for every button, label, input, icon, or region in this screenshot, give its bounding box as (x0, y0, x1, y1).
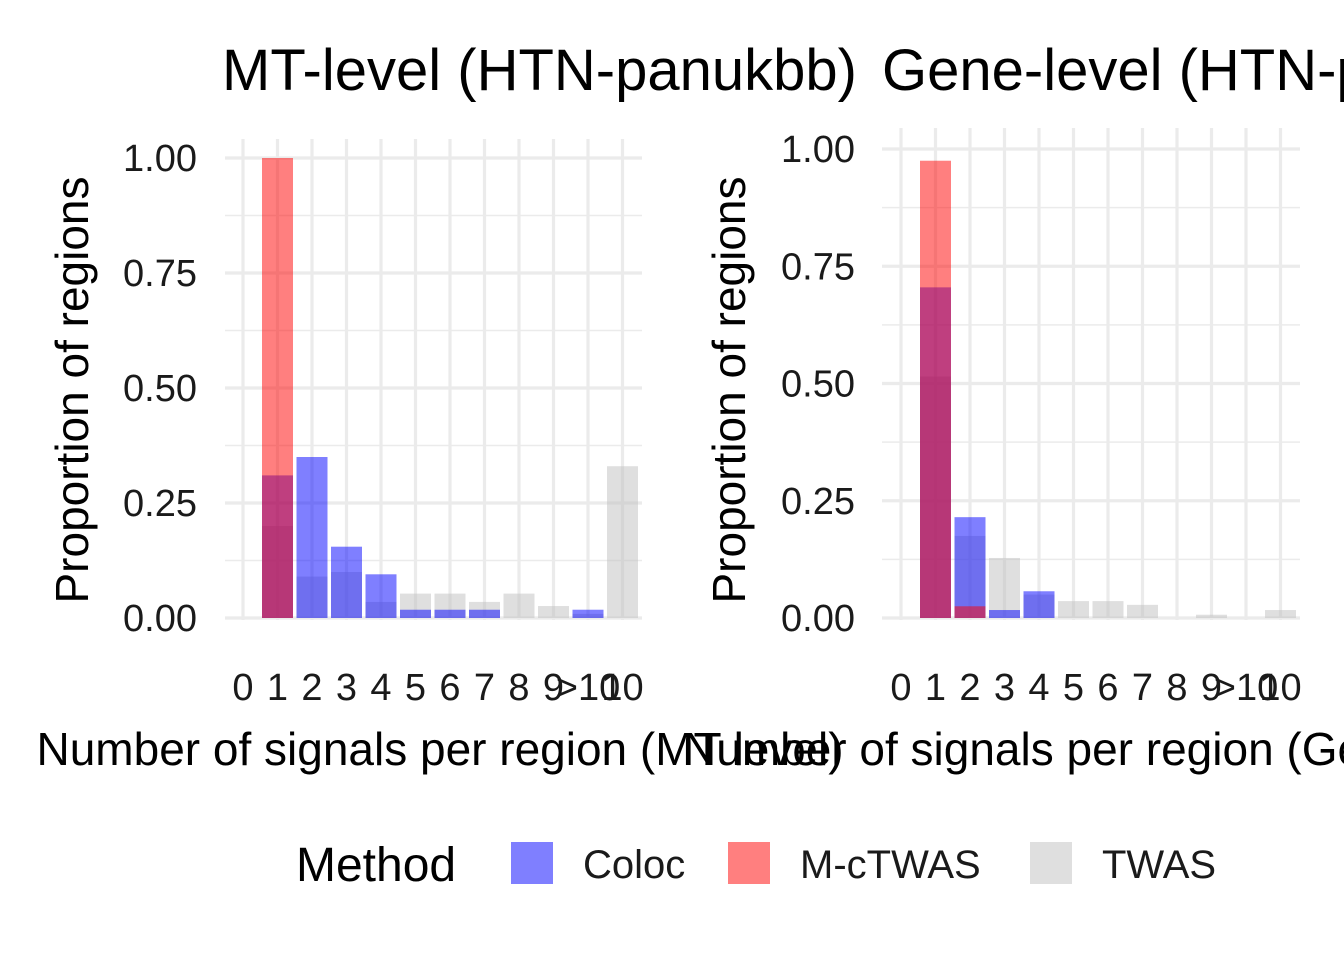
y-tick-label: 0.25 (781, 481, 855, 523)
bar-twas-8 (503, 593, 535, 618)
x-tick-label: 9 (543, 667, 564, 709)
bar-twas-9 (538, 606, 569, 618)
panel-title: MT-level (HTN-panukbb) (222, 38, 857, 103)
bar-twas-5 (1058, 601, 1089, 618)
bar-twas-10 (607, 466, 638, 618)
bar-coloc-5 (400, 609, 431, 618)
bars (262, 158, 638, 618)
bar-coloc-4 (1023, 591, 1055, 618)
bar-twas-7 (1127, 604, 1158, 618)
y-tick-labels: 0.00 0.25 0.50 0.75 1.00 (123, 138, 197, 640)
x-tick-label: 6 (1097, 667, 1118, 709)
x-tick-label: 0 (232, 667, 253, 709)
legend-entry-twas: TWAS (1030, 842, 1216, 887)
y-tick-label: 1.00 (781, 129, 855, 171)
bar-coloc-2 (296, 457, 328, 618)
bar-coloc-7 (469, 609, 500, 618)
legend: Method Coloc M-cTWAS TWAS (296, 839, 1216, 892)
legend-entry-m-ctwas: M-cTWAS (728, 842, 981, 887)
bar-coloc-gt10 (572, 609, 604, 618)
y-tick-label: 0.00 (781, 598, 855, 640)
y-tick-label: 0.75 (781, 246, 855, 288)
y-tick-label: 1.00 (123, 138, 197, 180)
bar-coloc-3 (331, 546, 362, 618)
chart-panels: 0.000.250.500.751.000 1 2 3 4 5 6 7 8 9>1010MT-le… (36, 38, 1344, 775)
bar-m-ctwas-2 (954, 606, 986, 618)
x-axis-title: Number of signals per region (MT level) (36, 723, 843, 775)
y-tick-label: 0.50 (123, 368, 197, 410)
x-tick-label: 3 (336, 667, 357, 709)
legend-key (511, 842, 553, 884)
x-tick-label: 0 (890, 667, 911, 709)
y-tick-labels: 0.00 0.25 0.50 0.75 1.00 (781, 129, 855, 640)
bar-coloc-2 (954, 517, 986, 618)
bars (920, 160, 1296, 618)
x-tick-label: >10 (1214, 667, 1278, 709)
y-tick-label: 0.75 (123, 253, 197, 295)
bar-twas-10 (1265, 610, 1296, 618)
x-tick-label: 8 (1166, 667, 1187, 709)
bar-coloc-3 (989, 610, 1020, 618)
bar-twas-6 (1092, 601, 1124, 618)
x-tick-label: >10 (556, 667, 620, 709)
x-tick-label: 6 (439, 667, 460, 709)
y-axis-title: Proportion of regions (46, 176, 98, 603)
x-tick-label: 7 (474, 667, 495, 709)
bar-coloc-6 (434, 609, 466, 618)
x-tick-label: 9 (1201, 667, 1222, 709)
bar-m-ctwas-1 (262, 158, 293, 618)
x-tick-label: 5 (1063, 667, 1084, 709)
y-axis-title: Proportion of regions (703, 176, 755, 603)
x-tick-label: 1 (925, 667, 946, 709)
x-tick-label: 10 (1259, 667, 1301, 709)
x-tick-label: 2 (959, 667, 980, 709)
x-tick-label: 4 (370, 667, 391, 709)
x-axis-title: Number of signals per region (Gene level… (683, 723, 1344, 775)
y-tick-label: 0.25 (123, 483, 197, 525)
x-tick-label: 7 (1132, 667, 1153, 709)
legend-title: Method (296, 839, 456, 892)
y-tick-label: 0.50 (781, 364, 855, 406)
legend-label: Coloc (583, 843, 685, 887)
legend-label: M-cTWAS (800, 843, 981, 887)
x-tick-label: 2 (301, 667, 322, 709)
legend-label: TWAS (1102, 843, 1216, 887)
legend-entries: Coloc M-cTWAS TWAS (511, 842, 1216, 887)
y-tick-label: 0.00 (123, 598, 197, 640)
x-tick-label: 8 (508, 667, 529, 709)
bar-twas-3 (989, 557, 1020, 618)
x-tick-label: 1 (267, 667, 288, 709)
legend-key (728, 842, 770, 884)
bar-m-ctwas-1 (920, 160, 951, 618)
panel-title: Gene-level (HTN-panukbb) (882, 38, 1344, 103)
legend-entry-coloc: Coloc (511, 842, 685, 887)
bar-coloc-4 (365, 574, 397, 618)
x-tick-label: 4 (1028, 667, 1049, 709)
x-tick-label: 3 (994, 667, 1015, 709)
bar-twas-9 (1196, 614, 1227, 618)
legend-key (1030, 842, 1072, 884)
x-tick-label: 10 (601, 667, 643, 709)
x-tick-label: 5 (405, 667, 426, 709)
